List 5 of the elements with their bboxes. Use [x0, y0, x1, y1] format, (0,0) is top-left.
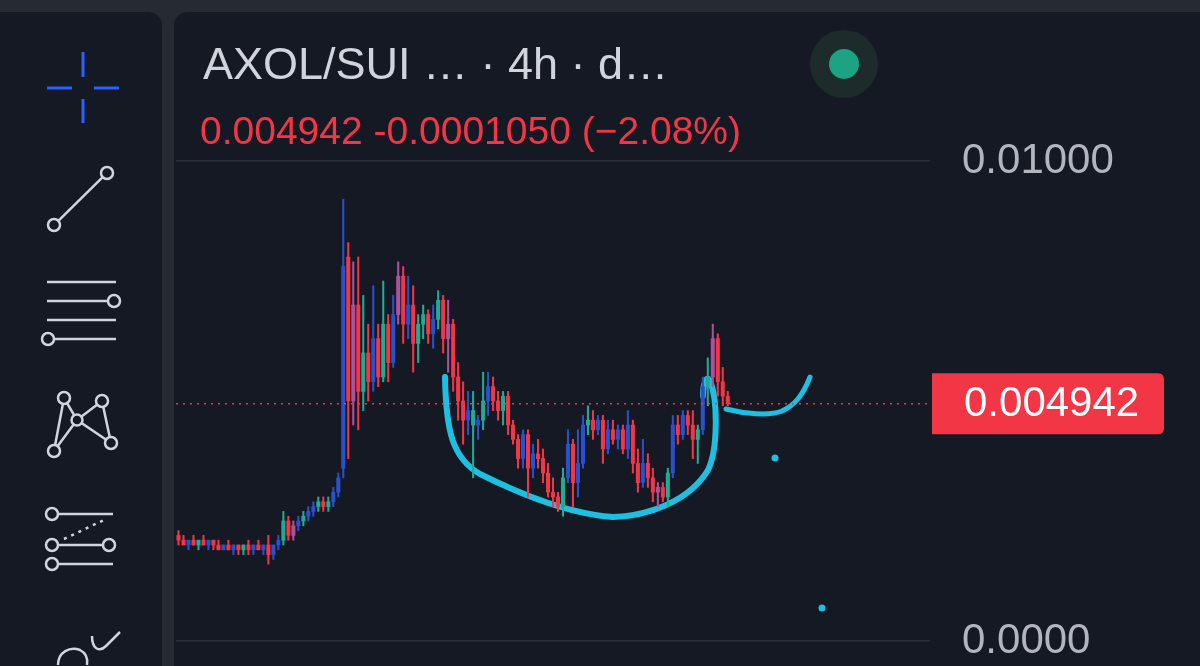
- ref-line-label: 0.004942: [964, 378, 1140, 426]
- y-tick-label: 0.0000: [962, 614, 1091, 662]
- chart-title: AXOL/SUI … · 4h · d…: [203, 38, 669, 89]
- chart-subtitle: 0.004942 -0.0001050 (−2.08%): [200, 109, 742, 152]
- y-tick-label: 0.01000: [962, 134, 1114, 182]
